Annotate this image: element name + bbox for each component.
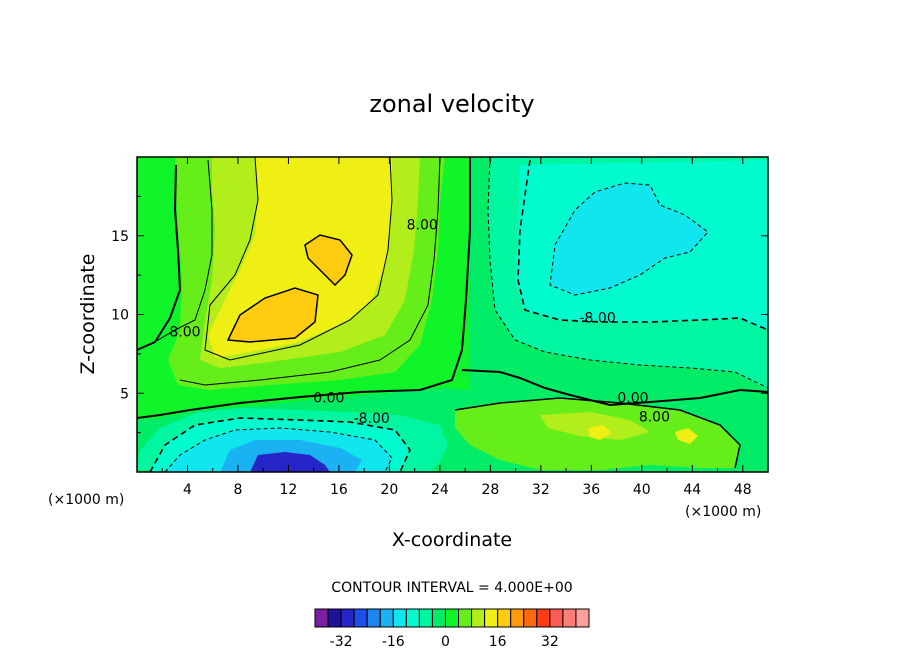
band-lowright-12 [540,412,650,440]
contour-label: 8.00 [407,217,438,233]
y-tick-label: 5 [120,386,129,402]
colorbar-swatch [366,608,381,628]
contour-label: 0.00 [313,391,344,407]
colorbar-swatch [327,608,342,628]
colorbar-swatch [431,608,446,628]
contour-label: -8.00 [580,310,616,326]
x-tick-label: 32 [532,482,550,498]
x-axis-ticks: 4 8 12 16 20 24 28 32 36 40 44 48 [161,157,752,498]
y-tick-label: 15 [111,229,129,245]
x-tick-label: 36 [582,482,600,498]
y-tick-label: 10 [111,308,129,324]
x-tick-label: 24 [431,482,449,498]
x-tick-label: 20 [380,482,398,498]
band-24-max-b [305,235,352,285]
colorbar-swatch [510,608,525,628]
contour-8-lowright [454,397,741,469]
band-right-neg16 [550,183,708,295]
band-24-max-a [228,288,318,342]
colorbar-swatch [405,608,420,628]
contour-interval-text: CONTOUR INTERVAL = 4.000E+00 [331,580,572,596]
colorbar-swatch [444,608,460,628]
contour-label: 8.00 [639,410,670,426]
contour-8-left [137,159,213,351]
x-tick-label: 40 [633,482,651,498]
band-low-neg24 [250,452,330,472]
colorbar-swatch [379,608,394,628]
colorbar-swatch [484,608,499,628]
band-lowright-16-b [675,428,698,444]
zero-contour-center [137,157,471,419]
colorbar-swatch [523,608,538,628]
contour-neg8-low [149,417,411,472]
x-axis-label: X-coordinate [392,529,512,551]
zero-contour-left [137,164,182,351]
colorbar-swatch [497,608,512,628]
x-tick-label: 28 [481,482,499,498]
contour-neg16-right [549,182,709,296]
x-tick-label: 4 [183,482,192,498]
contour-lines [137,157,768,472]
contour-label: -8.00 [354,411,390,427]
contour-labels: 8.00 8.00 0.00 -8.00 -8.00 0.00 8.00 [169,217,670,427]
contour-24-b [304,234,353,287]
x-tick-label: 12 [280,482,298,498]
colorbar-swatch [575,608,590,628]
colorbar-swatch [471,608,486,628]
colorbar-swatch [314,608,329,628]
x-unit-right: (×1000 m) [685,504,761,520]
colorbar-swatch [392,608,407,628]
colorbar-tick-label: 0 [441,634,450,650]
y-axis-label: Z-coordinate [77,254,99,375]
contour-neg16-low [164,427,393,472]
y-axis-ticks: 5 10 15 [111,195,768,434]
contour-field [137,157,768,472]
colorbar-swatch [562,608,577,628]
contour-24-a [226,287,319,343]
x-tick-label: 8 [233,482,242,498]
x-tick-label: 48 [734,482,752,498]
contour-neg4-right [487,157,768,389]
contour-label: 8.00 [169,325,200,341]
colorbar-tick-label: 16 [489,634,507,650]
contour-8-center [179,157,441,386]
colorbar-swatch [458,608,473,628]
colorbar-tick-label: 32 [541,634,559,650]
chart-title: zonal velocity [369,90,534,118]
colorbar-swatch [536,608,551,628]
colorbar-swatch [549,608,564,628]
contour-label: 0.00 [617,391,648,407]
contour-16 [204,157,393,361]
colorbar-tick-label: -32 [330,634,353,650]
band-lowright-16-a [588,425,612,440]
colorbar: -32 -16 0 16 32 [314,608,590,650]
contour-neg8-right [517,159,768,331]
x-unit-left: (×1000 m) [48,492,124,508]
x-tick-label: 16 [330,482,348,498]
colorbar-swatch [418,608,433,628]
colorbar-swatch [340,608,355,628]
colorbar-tick-label: -16 [382,634,405,650]
x-tick-label: 44 [683,482,701,498]
colorbar-swatch [353,608,368,628]
